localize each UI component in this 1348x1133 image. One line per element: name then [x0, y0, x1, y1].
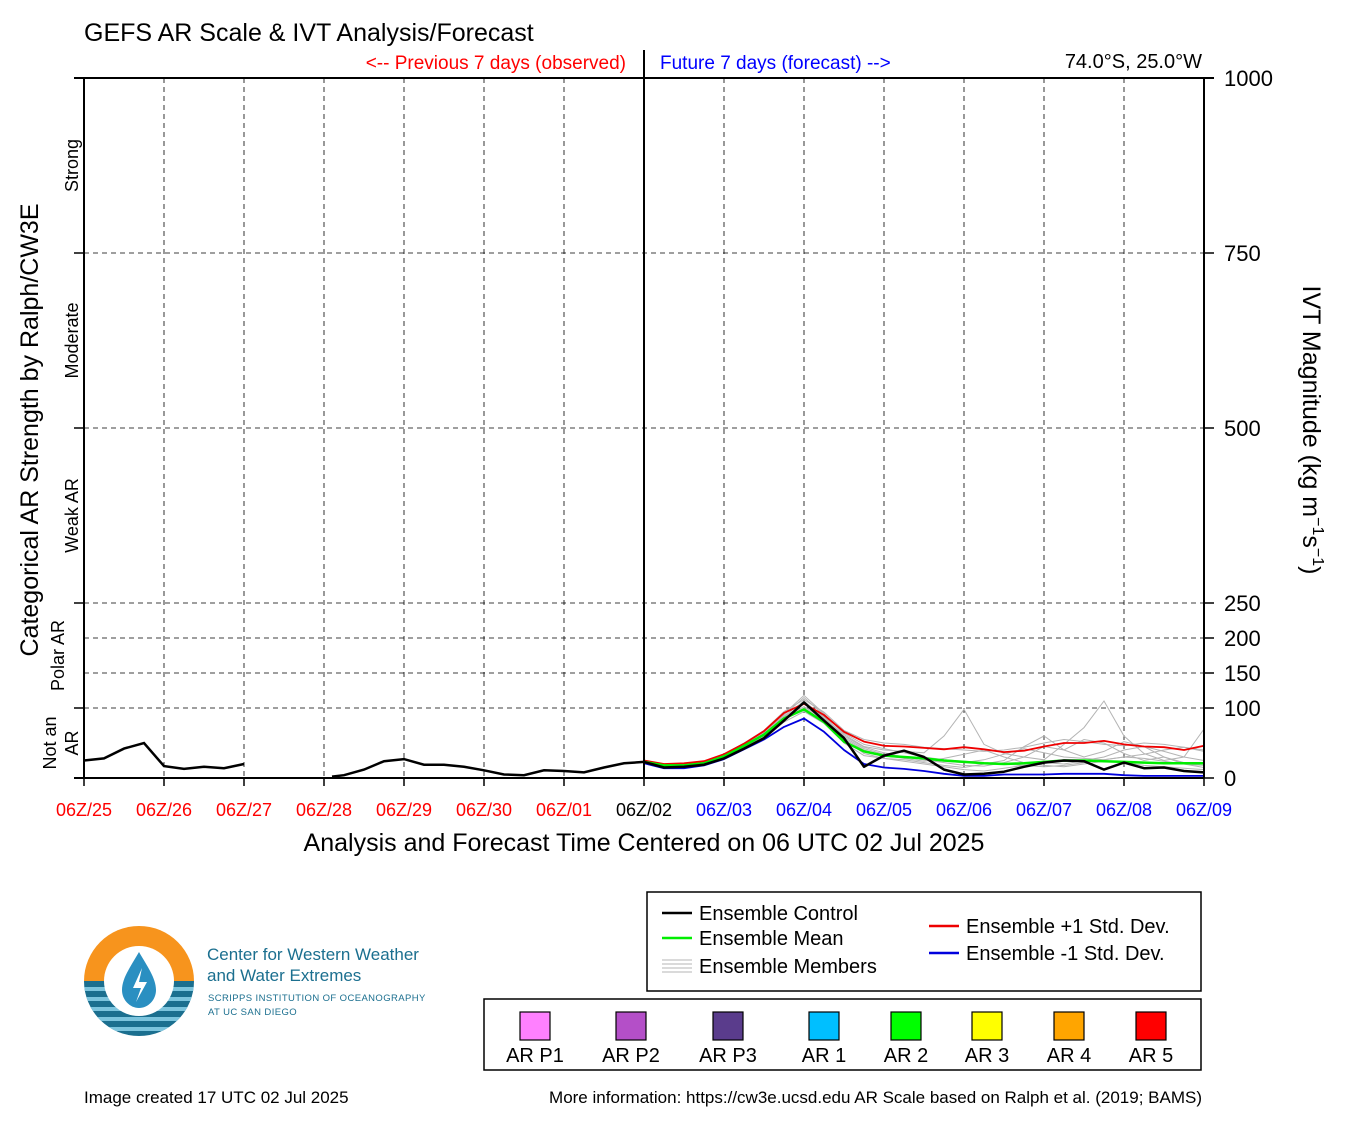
x-tick-labels: 06Z/25 06Z/26 06Z/27 06Z/28 06Z/29 06Z/30 06Z/… [56, 800, 1232, 820]
lightning-icon [133, 968, 147, 1002]
ensemble-member-line [643, 707, 1205, 771]
location-label: 74.0°S, 25.0°W [1065, 51, 1202, 73]
observed-ivt-line [331, 757, 645, 778]
x-tick-label: 06Z/30 [456, 800, 512, 820]
y-tick-label: 1000 [1224, 66, 1273, 91]
y-tick-label: 750 [1224, 241, 1261, 266]
logo-sub-line1: SCRIPPS INSTITUTION OF OCEANOGRAPHY [208, 993, 426, 1004]
y-tick-label: 200 [1224, 626, 1261, 651]
observed-label: <-- Previous 7 days (observed) [366, 53, 626, 74]
category-label: Strong [62, 139, 82, 192]
chart-title: GEFS AR Scale & IVT Analysis/Forecast [84, 19, 534, 47]
x-tick-label: 06Z/01 [536, 800, 592, 820]
ar-scale-swatch [1135, 1011, 1167, 1041]
x-tick-label: 06Z/03 [696, 800, 752, 820]
ensemble-members-lines [643, 694, 1205, 772]
legend: Ensemble Control Ensemble Mean Ensemble Me… [662, 903, 1170, 978]
x-axis-label: Analysis and Forecast Time Centered on 0… [304, 829, 985, 857]
ar-scale-label: AR P2 [602, 1045, 660, 1067]
right-axis-label-main: IVT Magnitude (kg m [1297, 286, 1325, 518]
ar-scale-swatch [1053, 1011, 1085, 1041]
category-label: Polar AR [48, 620, 68, 691]
logo-name-line1: Center for Western Weather [207, 945, 419, 964]
y-tick-label: 150 [1224, 661, 1261, 686]
ar-scale-swatch [890, 1011, 922, 1041]
observed-ivt-line [83, 741, 245, 771]
ar-scale-swatch [615, 1011, 647, 1041]
x-tick-label: 06Z/09 [1176, 800, 1232, 820]
forecast-label: Future 7 days (forecast) --> [660, 53, 891, 74]
ar-scale-label: AR P3 [699, 1045, 757, 1067]
legend-label: Ensemble -1 Std. Dev. [966, 943, 1165, 965]
x-tick-label: 06Z/05 [856, 800, 912, 820]
ar-scale-label: AR 4 [1047, 1045, 1091, 1067]
category-label-line2: AR [62, 730, 82, 755]
ensemble-control-line [643, 701, 1205, 776]
legend-label: Ensemble Control [699, 903, 858, 925]
plus-std-line [643, 702, 1205, 765]
logo-name-line2: and Water Extremes [207, 966, 361, 985]
y-tick-label: 250 [1224, 591, 1261, 616]
category-label: Moderate [62, 302, 82, 378]
category-label: Not an AR [40, 716, 82, 769]
x-tick-label: 06Z/28 [296, 800, 352, 820]
ar-scale-swatch [971, 1011, 1003, 1041]
ar-scale-swatch [519, 1011, 551, 1041]
x-tick-label: 06Z/07 [1016, 800, 1072, 820]
ar-scale-label: AR 5 [1129, 1045, 1173, 1067]
legend-label: Ensemble +1 Std. Dev. [966, 916, 1170, 938]
axes [74, 50, 1214, 786]
x-tick-label: 06Z/27 [216, 800, 272, 820]
ar-scale-label: AR P1 [506, 1045, 564, 1067]
y-tick-labels: 0 100 150 200 250 500 750 1000 [1224, 66, 1273, 791]
right-axis-label-sup2: −1 [1309, 548, 1326, 566]
category-label: Weak AR [62, 478, 82, 553]
ar-scale-label: AR 1 [802, 1045, 846, 1067]
x-tick-label: 06Z/25 [56, 800, 112, 820]
x-tick-label: 06Z/26 [136, 800, 192, 820]
footer-info: More information: https://cw3e.ucsd.edu … [549, 1088, 1202, 1107]
category-label-line1: Not an [40, 716, 60, 769]
legend-label: Ensemble Members [699, 956, 877, 978]
ar-scale-swatch [808, 1011, 840, 1041]
x-tick-label: 06Z/02 [616, 800, 672, 820]
right-axis-label: IVT Magnitude (kg m−1s−1) [1297, 286, 1326, 575]
y-tick-label: 500 [1224, 416, 1261, 441]
x-tick-label: 06Z/29 [376, 800, 432, 820]
legend-box [646, 891, 1202, 992]
x-tick-label: 06Z/06 [936, 800, 992, 820]
cw3e-logo: Center for Western Weather and Water Ext… [84, 926, 426, 1036]
ar-scale-swatch [712, 1011, 744, 1041]
x-tick-label: 06Z/04 [776, 800, 832, 820]
ar-scale: AR P1 AR P2 AR P3 AR 1 AR 2 AR 3 AR 4 AR 5 [506, 1011, 1173, 1067]
left-axis-label: Categorical AR Strength by Ralph/CW3E [16, 204, 44, 657]
category-labels: Strong Moderate Weak AR Polar AR Not an AR [40, 139, 82, 770]
y-tick-label: 0 [1224, 766, 1236, 791]
logo-sub-line2: AT UC SAN DIEGO [208, 1007, 297, 1018]
x-tick-label: 06Z/08 [1096, 800, 1152, 820]
right-axis-label-mid: s [1297, 535, 1325, 548]
series-lines [83, 701, 1205, 778]
legend-label: Ensemble Mean [699, 928, 844, 950]
footer-created: Image created 17 UTC 02 Jul 2025 [84, 1088, 349, 1107]
y-tick-label: 100 [1224, 696, 1261, 721]
right-axis-label-end: ) [1297, 566, 1325, 574]
ar-scale-label: AR 2 [884, 1045, 928, 1067]
right-axis-label-sup1: −1 [1309, 517, 1326, 535]
ar-scale-label: AR 3 [965, 1045, 1009, 1067]
